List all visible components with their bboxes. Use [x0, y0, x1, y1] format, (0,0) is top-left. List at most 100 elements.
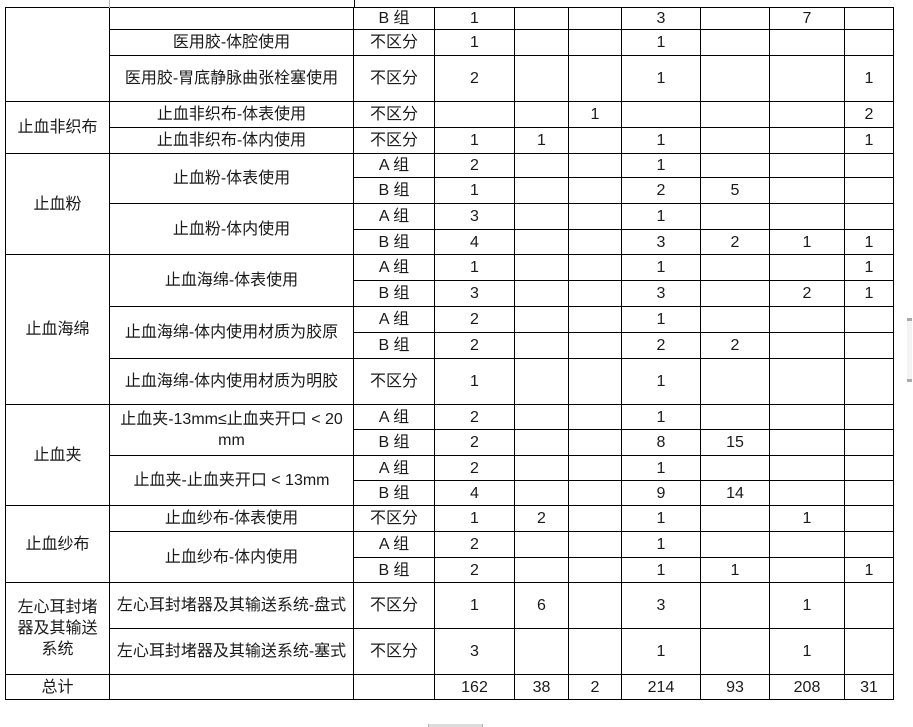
value-cell: 4: [434, 480, 515, 506]
value-cell: [568, 280, 622, 307]
value-cell: 2: [700, 229, 770, 255]
value-cell: [568, 429, 622, 456]
subcategory-cell: 止血非织布-体表使用: [109, 101, 354, 128]
category-cell: 止血非织布: [5, 101, 110, 154]
subcategory-cell: 止血海绵-体表使用: [109, 254, 354, 307]
value-cell: [769, 531, 845, 558]
value-cell: 1: [621, 505, 701, 532]
value-cell: [568, 404, 622, 430]
value-cell: [700, 628, 770, 675]
value-cell: [568, 358, 622, 405]
category-cell: [5, 7, 110, 102]
value-cell: [769, 306, 845, 333]
group-cell: 不区分: [353, 55, 435, 102]
value-cell: 1: [621, 29, 701, 56]
value-cell: 1: [434, 254, 515, 281]
value-cell: [568, 628, 622, 675]
value-cell: 1: [434, 127, 515, 154]
group-cell: A 组: [353, 203, 435, 230]
table-row: B 组 2 8 15: [6, 429, 894, 456]
subcategory-cell: 医用胶-胃底静脉曲张栓塞使用: [109, 55, 354, 102]
value-cell: 1: [621, 455, 701, 481]
value-cell: 1: [844, 229, 894, 255]
value-cell: [700, 306, 770, 333]
subcategory-cell: [109, 7, 354, 30]
value-cell: 38: [514, 674, 569, 700]
value-cell: [769, 55, 845, 102]
group-cell: A 组: [353, 153, 435, 178]
value-cell: 3: [621, 582, 701, 629]
value-cell: 7: [769, 7, 845, 30]
value-cell: [568, 153, 622, 178]
group-cell: 不区分: [353, 505, 435, 532]
value-cell: [844, 29, 894, 56]
vertical-scrollbar-thumb[interactable]: [907, 318, 912, 382]
value-cell: [514, 358, 569, 405]
value-cell: 8: [621, 429, 701, 456]
value-cell: [769, 358, 845, 405]
value-cell: [700, 505, 770, 532]
value-cell: [514, 101, 569, 128]
value-cell: 3: [434, 203, 515, 230]
value-cell: 2: [434, 404, 515, 430]
value-cell: [769, 557, 845, 583]
table-row: 止血海绵-体内使用材质为明胶 不区分 1 1: [6, 358, 894, 405]
value-cell: [700, 7, 770, 30]
value-cell: 1: [434, 582, 515, 629]
value-cell: [769, 429, 845, 456]
value-cell: 1: [621, 404, 701, 430]
value-cell: [514, 332, 569, 359]
value-cell: [568, 229, 622, 255]
value-cell: [568, 332, 622, 359]
value-cell: 1: [621, 531, 701, 558]
value-cell: 2: [434, 306, 515, 333]
value-cell: [844, 7, 894, 30]
subcategory-cell: 止血纱布-体表使用: [109, 505, 354, 532]
column-border-tick: [109, 0, 110, 8]
group-cell: B 组: [353, 557, 435, 583]
value-cell: [844, 628, 894, 675]
value-cell: [769, 203, 845, 230]
value-cell: [844, 332, 894, 359]
subcategory-cell: 止血夹-止血夹开口 < 13mm: [109, 455, 354, 506]
table-row: 总计 162 38 2 214 93 208 31: [5, 674, 894, 700]
value-cell: [844, 177, 894, 204]
group-cell: A 组: [353, 531, 435, 558]
value-cell: [514, 480, 569, 506]
value-cell: [844, 358, 894, 405]
value-cell: [514, 153, 569, 178]
value-cell: [844, 404, 894, 430]
value-cell: [844, 203, 894, 230]
value-cell: [568, 254, 622, 281]
value-cell: [769, 455, 845, 481]
value-cell: [568, 55, 622, 102]
value-cell: [514, 628, 569, 675]
value-cell: 3: [621, 7, 701, 30]
value-cell: 5: [700, 177, 770, 204]
value-cell: 1: [434, 358, 515, 405]
table-row: 止血非织布 止血非织布-体表使用 不区分 1 2: [5, 101, 894, 154]
value-cell: [769, 101, 845, 128]
value-cell: 15: [700, 429, 770, 456]
horizontal-scrollbar-thumb[interactable]: [428, 724, 483, 727]
value-cell: [844, 480, 894, 506]
group-cell: [353, 674, 435, 700]
value-cell: [568, 455, 622, 481]
value-cell: [514, 404, 569, 430]
value-cell: 1: [621, 306, 701, 333]
value-cell: [514, 557, 569, 583]
subcategory-cell: 止血海绵-体内使用材质为明胶: [109, 358, 354, 405]
value-cell: [568, 582, 622, 629]
value-cell: [700, 153, 770, 178]
group-cell: 不区分: [353, 358, 435, 405]
value-cell: [700, 358, 770, 405]
value-cell: [700, 455, 770, 481]
category-cell: 止血纱布: [5, 505, 110, 583]
subcategory-cell: 止血海绵-体内使用材质为胶原: [109, 306, 354, 359]
value-cell: [844, 306, 894, 333]
value-cell: 1: [769, 505, 845, 532]
